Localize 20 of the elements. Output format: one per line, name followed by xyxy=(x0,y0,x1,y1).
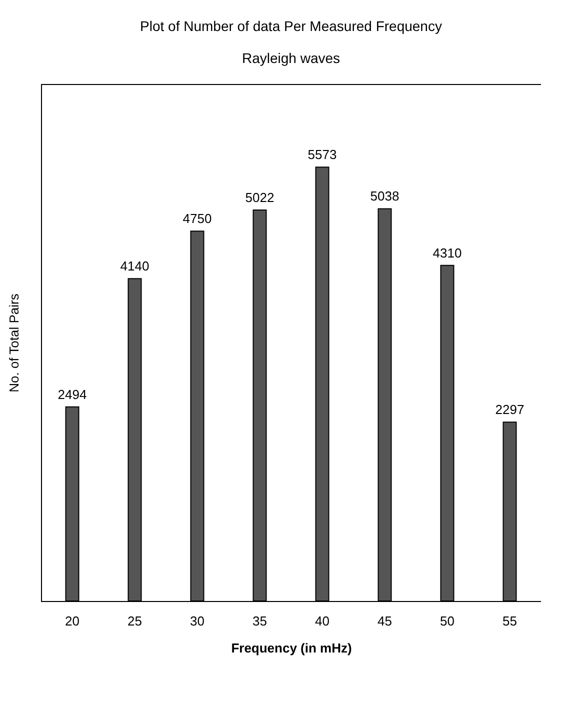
data-label: 4140 xyxy=(120,258,150,274)
x-tick-label: 30 xyxy=(190,614,204,628)
x-tick-label: 35 xyxy=(252,614,267,628)
data-label: 5022 xyxy=(245,190,274,205)
x-tick-label: 55 xyxy=(502,614,517,628)
x-tick-label: 50 xyxy=(440,614,454,628)
data-label: 4310 xyxy=(432,245,462,260)
x-tick-label: 25 xyxy=(128,614,142,628)
chart-title: Plot of Number of data Per Measured Frequency xyxy=(140,18,442,34)
y-axis-title: No. of Total Pairs xyxy=(6,293,22,392)
data-label: 2494 xyxy=(58,386,87,402)
x-tick-label: 20 xyxy=(65,614,80,628)
data-label: 5038 xyxy=(370,188,400,204)
chart-subtitle: Rayleigh waves xyxy=(242,50,340,66)
x-axis-title: Frequency (in mHz) xyxy=(231,640,352,656)
data-label: 5573 xyxy=(308,147,337,162)
x-tick-label: 40 xyxy=(315,614,330,628)
x-tick-label: 45 xyxy=(378,614,392,628)
data-label: 2297 xyxy=(495,402,524,418)
data-label: 4750 xyxy=(182,211,212,226)
